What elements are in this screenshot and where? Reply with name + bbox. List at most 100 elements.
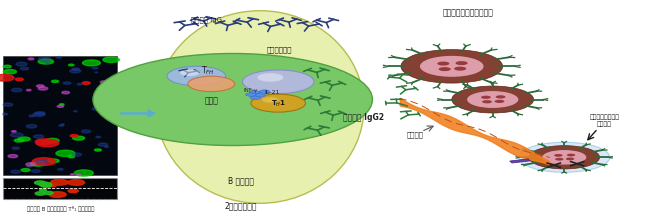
- Circle shape: [567, 154, 575, 156]
- Circle shape: [180, 70, 200, 76]
- Text: IL-21: IL-21: [264, 90, 280, 95]
- Circle shape: [3, 65, 11, 68]
- Circle shape: [495, 100, 504, 103]
- Circle shape: [420, 56, 484, 77]
- Circle shape: [21, 169, 30, 172]
- Circle shape: [93, 54, 372, 146]
- Text: インフルエンザウイルス: インフルエンザウイルス: [443, 8, 493, 17]
- Circle shape: [32, 158, 56, 165]
- Circle shape: [250, 96, 261, 100]
- Circle shape: [250, 91, 260, 94]
- Circle shape: [12, 88, 22, 92]
- Circle shape: [496, 95, 506, 98]
- Circle shape: [92, 67, 98, 69]
- Circle shape: [251, 94, 306, 112]
- Circle shape: [57, 105, 64, 107]
- Circle shape: [27, 89, 31, 91]
- Circle shape: [3, 70, 16, 74]
- Circle shape: [554, 154, 563, 157]
- Circle shape: [111, 81, 121, 85]
- Circle shape: [456, 61, 467, 65]
- Bar: [3, 56, 117, 175]
- Circle shape: [73, 111, 77, 112]
- Circle shape: [26, 163, 36, 166]
- Circle shape: [439, 67, 451, 71]
- Text: シアル酸: シアル酸: [406, 132, 423, 138]
- Circle shape: [482, 100, 492, 103]
- Circle shape: [103, 99, 109, 100]
- Circle shape: [69, 64, 74, 66]
- Circle shape: [242, 70, 314, 94]
- Circle shape: [40, 189, 46, 191]
- Circle shape: [519, 142, 610, 172]
- Circle shape: [72, 153, 81, 156]
- Circle shape: [74, 170, 94, 176]
- Circle shape: [63, 82, 71, 84]
- Circle shape: [452, 86, 534, 113]
- Text: INF-γ: INF-γ: [244, 88, 258, 94]
- Circle shape: [59, 104, 64, 105]
- Circle shape: [46, 62, 49, 64]
- Circle shape: [14, 139, 24, 142]
- Circle shape: [566, 158, 575, 160]
- Circle shape: [68, 156, 75, 158]
- Circle shape: [12, 131, 16, 132]
- Circle shape: [467, 91, 518, 108]
- Circle shape: [35, 192, 46, 195]
- Circle shape: [83, 60, 100, 66]
- Circle shape: [10, 133, 23, 137]
- Circle shape: [51, 179, 68, 185]
- Circle shape: [542, 150, 586, 165]
- Circle shape: [36, 139, 58, 147]
- Circle shape: [36, 85, 44, 87]
- Circle shape: [41, 183, 52, 187]
- Circle shape: [44, 191, 53, 195]
- Circle shape: [12, 147, 20, 149]
- Circle shape: [70, 154, 75, 156]
- Circle shape: [33, 113, 45, 116]
- Circle shape: [68, 189, 79, 193]
- Circle shape: [59, 125, 64, 126]
- Text: 胚中心: 胚中心: [204, 96, 218, 105]
- Circle shape: [246, 93, 256, 96]
- Circle shape: [29, 115, 34, 117]
- Circle shape: [454, 67, 466, 71]
- Circle shape: [18, 137, 30, 141]
- Circle shape: [36, 160, 48, 164]
- Circle shape: [100, 81, 108, 83]
- Circle shape: [0, 74, 14, 81]
- Circle shape: [103, 57, 120, 62]
- Circle shape: [71, 174, 74, 175]
- Circle shape: [3, 103, 13, 106]
- Circle shape: [31, 161, 46, 166]
- Text: 低親和性 IgG2: 低親和性 IgG2: [343, 113, 384, 122]
- Text: B 細胞濃胞: B 細胞濃胞: [227, 176, 254, 185]
- Circle shape: [529, 146, 599, 169]
- Polygon shape: [510, 159, 530, 163]
- Circle shape: [27, 165, 32, 167]
- Circle shape: [77, 174, 81, 175]
- Circle shape: [42, 185, 50, 188]
- Circle shape: [81, 130, 90, 133]
- Circle shape: [28, 58, 34, 60]
- Circle shape: [555, 158, 564, 160]
- Circle shape: [16, 62, 27, 66]
- Circle shape: [38, 87, 47, 90]
- Circle shape: [98, 143, 108, 146]
- Circle shape: [16, 78, 23, 81]
- Circle shape: [31, 169, 40, 172]
- Circle shape: [70, 189, 77, 192]
- Circle shape: [70, 69, 81, 73]
- Circle shape: [100, 98, 109, 101]
- Circle shape: [262, 97, 279, 103]
- Circle shape: [92, 108, 100, 110]
- Circle shape: [34, 135, 44, 138]
- Circle shape: [47, 184, 57, 187]
- Circle shape: [35, 139, 53, 145]
- Circle shape: [47, 159, 59, 163]
- Circle shape: [46, 138, 59, 143]
- Circle shape: [38, 57, 51, 61]
- Circle shape: [70, 135, 78, 137]
- Circle shape: [96, 95, 103, 98]
- Circle shape: [401, 50, 502, 83]
